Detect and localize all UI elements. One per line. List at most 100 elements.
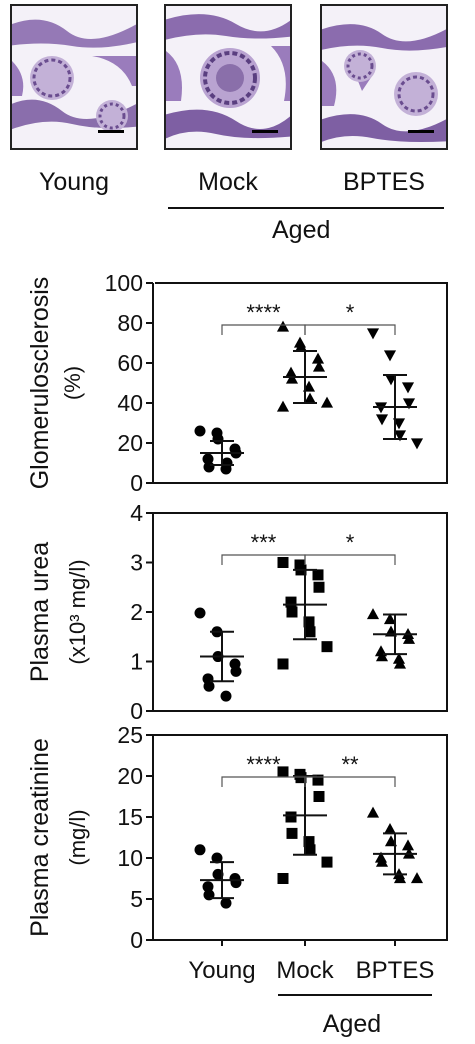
data-point-2-0-1 [211, 852, 223, 864]
y-axis-label-2: Plasma creatinine [26, 738, 54, 937]
data-point-1-2-1 [383, 613, 397, 625]
significance-label-0-0: **** [246, 300, 281, 325]
y-tick-label-1-2: 2 [130, 599, 143, 625]
data-point-2-1-3 [312, 774, 324, 786]
significance-bracket-0-0 [221, 324, 306, 335]
data-point-0-2-6 [375, 414, 389, 426]
data-point-2-0-0 [194, 844, 206, 856]
significance-bracket-2-1 [304, 776, 396, 787]
y-tick-label-0-5: 100 [105, 270, 143, 296]
data-point-0-0-0 [194, 425, 206, 437]
x-tick-label-2: BPTES [356, 957, 435, 984]
data-point-0-2-9 [410, 438, 424, 450]
histology-aged-label: Aged [272, 216, 331, 244]
histology-aged-bracket [168, 207, 444, 209]
data-point-0-1-10 [276, 400, 290, 412]
y-axis-label-0: Glomerulosclerosis [26, 277, 54, 490]
data-point-0-1-5 [284, 366, 298, 378]
data-point-2-1-8 [304, 844, 316, 856]
data-point-2-2-6 [375, 855, 389, 867]
data-point-0-1-3 [311, 352, 325, 364]
plot-frame-0 [152, 282, 448, 484]
data-point-1-1-9 [321, 641, 333, 653]
data-point-2-1-4 [313, 791, 325, 802]
significance-bracket-2-0 [221, 776, 306, 787]
data-point-1-1-5 [285, 596, 297, 608]
data-point-2-1-10 [277, 873, 289, 884]
data-point-0-0-8 [221, 457, 233, 469]
micrograph-bptes [320, 4, 448, 150]
significance-bracket-1-1 [304, 554, 396, 565]
x-tick-label-0: Young [188, 957, 255, 984]
y-tick-label-0-3: 60 [117, 350, 143, 376]
significance-label-0-1: * [346, 300, 355, 325]
histology-label-bptes: BPTES [343, 168, 425, 196]
data-point-2-2-8 [393, 872, 407, 884]
y-tick-label-0-4: 80 [117, 310, 143, 336]
data-point-0-1-4 [312, 360, 326, 372]
y-tick-label-2-4: 20 [117, 763, 143, 789]
y-axis-unit-0: (%) [60, 366, 85, 400]
y-axis-label-1: Plasma urea [26, 542, 54, 682]
data-point-0-2-4 [402, 398, 416, 410]
data-point-1-2-4 [402, 632, 416, 644]
y-axis-unit-2: (mg/l) [65, 809, 90, 865]
data-point-0-1-2 [294, 340, 308, 352]
significance-bracket-0-1 [304, 324, 396, 335]
data-point-0-1-6 [285, 372, 299, 384]
y-tick-label-2-1: 5 [130, 886, 143, 912]
y-tick-label-2-5: 25 [117, 722, 143, 748]
data-point-1-1-10 [277, 658, 289, 670]
data-point-1-1-7 [303, 616, 315, 628]
data-point-2-2-3 [401, 839, 415, 851]
y-tick-label-2-3: 15 [117, 804, 143, 830]
data-point-2-1-7 [303, 836, 315, 848]
significance-bracket-1-0 [221, 554, 306, 565]
data-point-2-1-0 [277, 766, 289, 778]
y-tick-label-1-4: 4 [130, 500, 143, 526]
data-point-1-1-6 [286, 606, 298, 618]
data-point-0-2-0 [366, 328, 380, 340]
micrograph-mock [164, 4, 292, 150]
data-point-2-0-2 [212, 868, 224, 880]
x-group-label: Aged [323, 1010, 381, 1038]
data-point-2-2-9 [410, 872, 424, 884]
y-axis-unit-1: (x10³ mg/l) [65, 559, 90, 664]
micrograph-young [10, 4, 138, 150]
histology-label-young: Young [39, 168, 109, 196]
y-tick-label-2-0: 0 [130, 927, 143, 953]
data-point-1-2-6 [375, 650, 389, 662]
data-point-1-2-7 [392, 652, 406, 664]
x-tick-label-1: Mock [276, 957, 334, 984]
data-point-0-1-8 [303, 392, 317, 404]
significance-label-2-1: ** [341, 752, 359, 777]
data-point-2-0-7 [220, 897, 232, 909]
data-point-1-1-3 [312, 569, 324, 581]
data-point-0-1-9 [320, 396, 334, 408]
data-point-1-1-8 [304, 626, 316, 638]
data-point-1-1-4 [313, 581, 325, 593]
y-tick-label-1-0: 0 [130, 698, 143, 724]
y-tick-label-0-2: 40 [117, 390, 143, 416]
data-point-1-0-4 [230, 665, 242, 677]
histology-label-mock: Mock [198, 168, 258, 196]
data-point-2-2-1 [383, 822, 397, 834]
data-point-1-0-7 [220, 690, 232, 702]
data-point-1-2-8 [393, 657, 407, 669]
data-point-0-1-0 [276, 320, 290, 332]
data-point-1-2-0 [366, 608, 380, 620]
data-point-1-1-0 [277, 557, 289, 568]
y-tick-label-2-2: 10 [117, 845, 143, 871]
data-point-2-0-4 [230, 877, 242, 889]
data-point-1-0-0 [194, 607, 206, 619]
data-point-2-0-5 [202, 881, 214, 893]
data-point-2-1-5 [285, 811, 297, 823]
data-point-2-1-6 [286, 827, 298, 839]
data-point-0-0-6 [203, 461, 215, 473]
y-tick-label-1-3: 3 [130, 550, 143, 576]
data-point-0-0-5 [202, 453, 214, 465]
significance-label-1-1: * [346, 530, 355, 555]
data-point-1-0-6 [203, 680, 215, 692]
data-point-0-2-1 [383, 350, 397, 362]
